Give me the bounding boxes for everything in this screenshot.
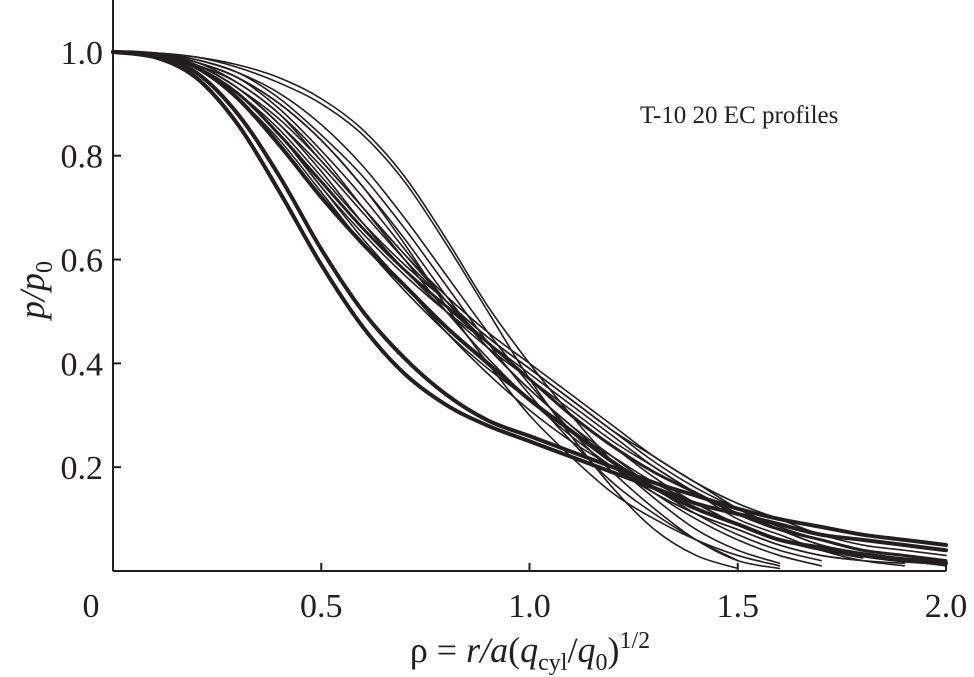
profile-line <box>112 51 906 565</box>
x-tick-label: 1.5 <box>717 588 760 625</box>
label-part: cyl <box>538 650 568 676</box>
profile-line <box>111 49 948 548</box>
profile-line <box>112 51 781 567</box>
label-part: ρ = <box>410 630 466 670</box>
label-part: q <box>520 630 538 670</box>
label-part: / <box>567 630 577 670</box>
label-part: 0 <box>32 261 58 273</box>
x-tick-label: 1.0 <box>508 588 551 625</box>
x-axis-label: ρ = r/a(qcyl/q0)1/2 <box>410 628 650 676</box>
y-tick-label: 0.2 <box>61 450 104 487</box>
label-part: r/a <box>466 630 508 670</box>
label-part: ( <box>508 630 520 670</box>
label-part: q <box>577 630 595 670</box>
y-tick-label: 0.8 <box>61 139 104 176</box>
label-part: p/p <box>12 273 52 322</box>
y-tick-label: 0.6 <box>61 243 104 280</box>
y-tick-label: 1.0 <box>61 35 104 72</box>
profile-line <box>111 49 948 553</box>
profile-line <box>112 51 947 557</box>
profile-line <box>112 51 739 570</box>
y-axis-label: p/p0 <box>12 261 58 322</box>
label-part: 1/2 <box>619 628 650 654</box>
annotation: T-10 20 EC profiles <box>640 102 838 129</box>
profile-line <box>112 51 739 562</box>
profile-line <box>112 51 781 565</box>
x-tick-label: 0.5 <box>300 588 343 625</box>
y-tick-label: 0.4 <box>61 346 104 383</box>
x-tick-label: 2.0 <box>925 588 968 625</box>
x-tick-label: 0 <box>83 588 100 625</box>
label-part: 0 <box>595 650 607 676</box>
label-part: ) <box>607 630 619 670</box>
